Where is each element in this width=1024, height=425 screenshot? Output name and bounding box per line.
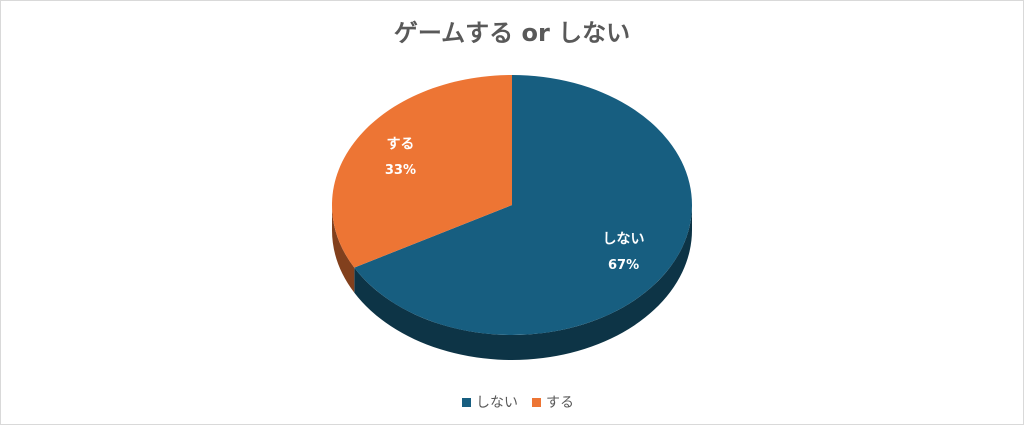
slice-value-label: 67% — [608, 258, 639, 273]
legend-label: する — [546, 395, 574, 411]
chart-title: ゲームする or しない — [394, 19, 630, 47]
pie-slice — [354, 75, 692, 335]
slice-label: しない — [603, 232, 645, 248]
slice-label: する — [386, 136, 414, 152]
pie-slice — [331, 75, 512, 268]
legend-label: しない — [476, 395, 518, 411]
slice-value-label: 33% — [385, 163, 416, 178]
pie-slice-side — [332, 205, 355, 293]
pie-slice-side — [354, 205, 692, 361]
legend-swatch — [462, 398, 471, 407]
legend-swatch — [532, 398, 541, 407]
